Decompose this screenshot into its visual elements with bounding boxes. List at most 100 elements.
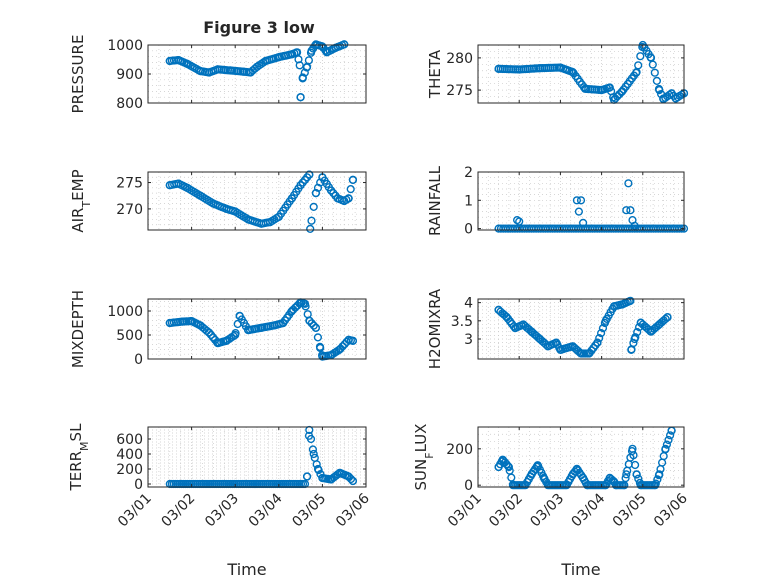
sun_flux-point (539, 473, 549, 483)
theta-point (580, 84, 590, 93)
sun_flux-point (620, 481, 629, 490)
theta-point (597, 85, 606, 95)
h2omixra-point (596, 329, 606, 338)
terr_msl-ylabel: TERRMSL (67, 423, 91, 492)
terr_msl-point (303, 472, 312, 481)
terr_msl-ytick-label: 400 (116, 447, 143, 463)
terr_msl-ylabel-part: TERR (67, 451, 85, 492)
rainfall-ylabel-part: RAINFALL (426, 165, 444, 236)
air_temp-point (327, 186, 336, 195)
h2omixra-point (601, 316, 610, 325)
mixdepth-point (257, 323, 266, 332)
mixdepth-ylabel: MIXDEPTH (69, 290, 87, 368)
terr_msl-point (327, 475, 336, 484)
h2omixra-point (568, 342, 577, 351)
sun_flux-point (651, 481, 660, 490)
air_temp-point (174, 179, 183, 188)
h2omixra-point (494, 305, 503, 315)
pressure-point (252, 62, 262, 71)
terr_msl-point (348, 476, 358, 486)
pressure-point (293, 48, 302, 57)
h2omixra-point (519, 320, 528, 329)
terr_msl-point (318, 473, 327, 483)
pressure-point (296, 93, 305, 102)
sun_flux-point (655, 470, 664, 479)
theta-point (665, 90, 674, 100)
theta-point (556, 63, 565, 72)
pressure-point (318, 42, 327, 51)
air_temp-point (244, 215, 253, 224)
h2omixra-ytick-label: 4 (464, 296, 473, 312)
mixdepth-point (204, 328, 214, 337)
rainfall-point (626, 206, 635, 215)
sun_flux-point (521, 481, 530, 490)
rainfall-point (622, 206, 631, 215)
pressure-ytick-label: 900 (116, 67, 143, 83)
air_temp-point (222, 204, 231, 214)
sun_flux-point (543, 481, 553, 490)
h2omixra-point (609, 302, 619, 311)
terr_msl-xtick-label: 03/03 (202, 491, 242, 531)
sun_flux-point (578, 473, 588, 483)
terr_msl-axes: 03/01 03/02 03/03 03/04 03/05 03/06 0200400600… (67, 423, 373, 579)
theta-point (494, 64, 503, 73)
sun_flux-point (508, 481, 518, 490)
h2omixra-point (595, 334, 604, 343)
theta-point (652, 76, 662, 86)
pressure-point (183, 59, 192, 68)
air_temp-ylabel-part: T (80, 201, 93, 209)
rainfall-axes: 0 1 2 RAINFALL (426, 165, 689, 238)
air_temp-point (305, 170, 314, 179)
mixdepth-ytick-label: 500 (116, 328, 143, 344)
mixdepth-point (313, 333, 323, 342)
air_temp-point (348, 175, 358, 185)
rainfall-axes-box (477, 171, 685, 231)
h2omixra-point (626, 296, 635, 305)
air_temp-ylabel: AIRTEMP (69, 169, 93, 232)
pressure-point (307, 46, 316, 55)
pressure-point (322, 48, 331, 57)
mixdepth-point (311, 323, 321, 332)
rainfall-point (624, 179, 633, 188)
h2omixra-point (661, 314, 670, 324)
mixdepth-point (316, 343, 325, 353)
air_temp-ylabel-part: AIR (69, 208, 87, 233)
h2omixra-point (633, 328, 642, 337)
terr_msl-xtick-label: 03/06 (333, 490, 373, 530)
pressure-point (246, 68, 255, 77)
rainfall-point (578, 218, 588, 228)
sun_flux-point (664, 435, 673, 445)
sun_flux-ylabel-part: LUX (412, 424, 430, 453)
theta-point (655, 85, 664, 95)
h2omixra-point (627, 345, 636, 355)
air_temp-point (274, 212, 283, 221)
mixdepth-point (270, 321, 279, 330)
terr_msl-ytick-label: 0 (134, 477, 143, 493)
mixdepth-axes-box (147, 298, 367, 360)
terr_msl-ytick-label: 200 (116, 462, 143, 478)
terr_msl-xlabel: Time (226, 560, 266, 579)
terr_msl-point (346, 474, 356, 484)
sun_flux-point (630, 460, 640, 470)
terr_msl-ytick-label: 600 (116, 432, 143, 448)
h2omixra-point (502, 313, 511, 322)
terr_msl-xtick-label: 03/04 (246, 490, 286, 530)
pressure-point (196, 66, 205, 76)
sun_flux-point (504, 462, 514, 472)
sun_flux-point (622, 470, 631, 479)
air_temp-point (306, 224, 315, 234)
theta-point (535, 64, 544, 73)
rainfall-point (515, 217, 524, 226)
theta-ytick-label: 275 (446, 83, 473, 99)
sun_flux-axes: 03/01 03/02 03/03 03/04 03/05 03/06 0 200 SUNFLU… (412, 424, 691, 579)
air_temp-point (287, 194, 297, 203)
mixdepth-point (187, 317, 196, 326)
terr_msl-point (344, 472, 353, 481)
rainfall-point (574, 207, 584, 216)
mixdepth-ytick-label: 1000 (107, 304, 143, 320)
pressure-title: Figure 3 low (203, 18, 315, 37)
sun_flux-point (632, 470, 641, 479)
air_temp-ytick-label: 275 (116, 176, 143, 192)
h2omixra-ytick-label: 3 (464, 332, 473, 348)
sun_flux-xtick-label: 03/03 (527, 491, 567, 531)
